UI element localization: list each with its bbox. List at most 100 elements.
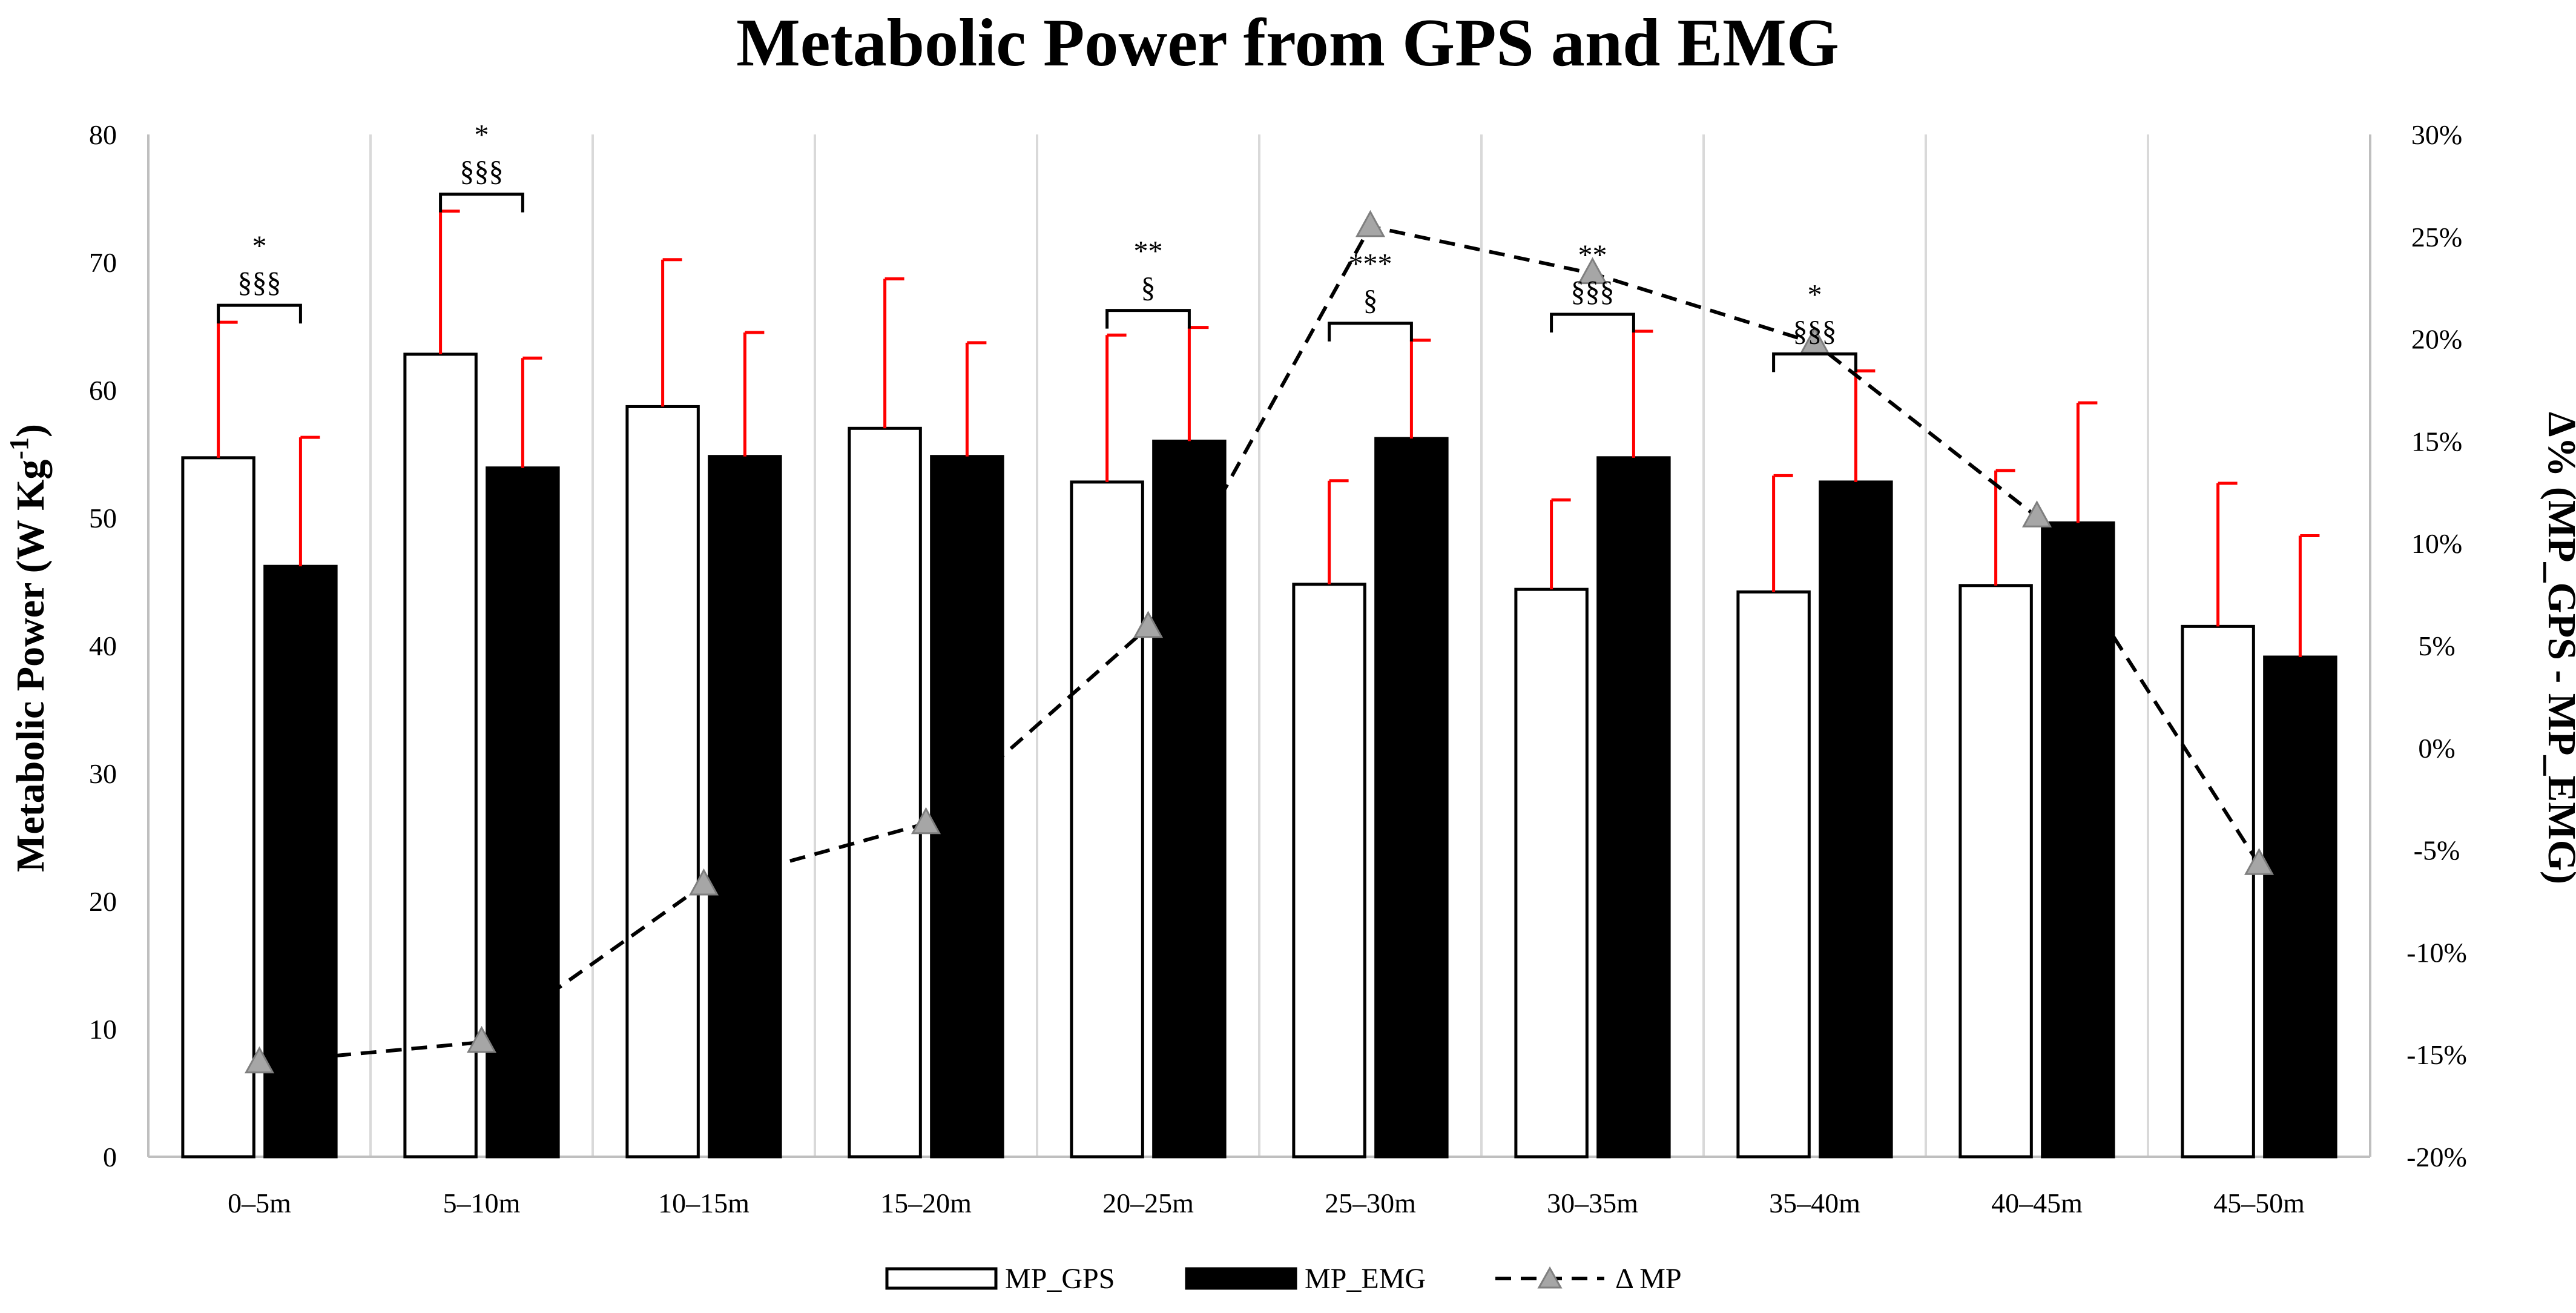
left-axis-ticks: 0 10 20 30 40 50 60 70 80 <box>89 119 117 1172</box>
right-tick-label: -10% <box>2406 937 2467 968</box>
right-tick-label: -15% <box>2406 1039 2467 1070</box>
significance-bracket <box>1328 322 1413 342</box>
left-tick-label: 10 <box>89 1014 117 1045</box>
x-tick-label: 25–30m <box>1325 1188 1416 1219</box>
right-tick-label: 15% <box>2411 426 2462 457</box>
left-tick-label: 80 <box>89 119 117 150</box>
bar-mp-gps <box>2181 624 2255 1159</box>
x-tick-label: 5–10m <box>443 1188 521 1219</box>
bar-mp-gps <box>1292 583 1366 1159</box>
left-tick-label: 30 <box>89 758 117 789</box>
x-tick-label: 40–45m <box>1991 1188 2083 1219</box>
x-tick-label: 35–40m <box>1769 1188 1860 1219</box>
left-tick-label: 0 <box>103 1142 117 1172</box>
bar-mp-emg <box>263 564 338 1159</box>
delta-mp-point <box>2021 500 2052 528</box>
left-axis-title-close: ) <box>8 424 53 437</box>
delta-mp-point <box>466 1025 497 1053</box>
x-axis-ticks: 0–5m 5–10m 10–15m 15–20m 20–25m 25–30m 30–35m 3… <box>228 1188 2305 1219</box>
bar-mp-emg <box>2263 655 2337 1159</box>
right-tick-label: 30% <box>2411 119 2462 150</box>
significance-bracket <box>439 193 524 213</box>
left-axis-title: Metabolic Power (W Kg-1) <box>4 424 53 872</box>
right-tick-label: 25% <box>2411 222 2462 253</box>
x-tick-label: 20–25m <box>1102 1188 1194 1219</box>
significance-label: § <box>1363 285 1378 317</box>
left-tick-label: 20 <box>89 886 117 917</box>
legend-swatch-gps <box>885 1267 998 1290</box>
right-tick-label: 10% <box>2411 528 2462 559</box>
left-tick-label: 40 <box>89 630 117 661</box>
legend-label-emg: MP_EMG <box>1305 1263 1426 1295</box>
bar-mp-emg <box>486 466 560 1159</box>
significance-bracket <box>1105 309 1191 329</box>
delta-mp-point <box>1133 610 1164 638</box>
gridlines <box>369 134 2149 1157</box>
right-tick-label: -20% <box>2406 1142 2467 1172</box>
right-tick-label: 5% <box>2418 630 2455 661</box>
delta-line-series <box>244 210 2275 1074</box>
right-tick-label: 20% <box>2411 324 2462 355</box>
x-tick-label: 0–5m <box>228 1188 291 1219</box>
left-tick-label: 70 <box>89 247 117 278</box>
bar-mp-gps <box>1958 584 2033 1159</box>
bar-mp-emg <box>1374 437 1449 1159</box>
significance-label: * <box>252 230 267 262</box>
significance-label: § <box>1141 272 1156 304</box>
significance-bracket <box>1550 313 1635 332</box>
significance-label: * <box>475 119 489 151</box>
legend-marker-delta-icon <box>1537 1266 1563 1289</box>
legend-label-delta: Δ MP <box>1615 1263 1682 1295</box>
legend-swatch-emg <box>1185 1267 1297 1290</box>
significance-annotations: * §§§ * §§§ ** § *** § ** §§§ * §§§ <box>217 119 1857 372</box>
bar-mp-emg <box>930 455 1004 1159</box>
x-tick-label: 30–35m <box>1547 1188 1638 1219</box>
delta-mp-point <box>911 807 941 835</box>
significance-label: ** <box>1134 236 1163 268</box>
legend: MP_GPS MP_EMG Δ MP <box>885 1263 1682 1295</box>
right-axis-title: Δ% (MP_GPS - MP_EMG) <box>2540 412 2576 884</box>
delta-mp-point <box>2244 848 2275 875</box>
left-axis-title-main: Metabolic Power (W Kg <box>8 460 53 872</box>
left-tick-label: 60 <box>89 375 117 406</box>
delta-mp-point <box>244 1046 275 1074</box>
delta-mp-point <box>1355 210 1386 237</box>
bar-mp-gps <box>625 405 700 1159</box>
significance-label: §§§ <box>460 156 504 188</box>
right-tick-label: -5% <box>2414 835 2460 866</box>
significance-label: §§§ <box>1793 315 1837 347</box>
bars <box>181 352 2337 1159</box>
delta-mp-line <box>259 224 2261 1065</box>
bar-mp-gps <box>1514 587 1589 1159</box>
bar-mp-gps <box>1736 590 1811 1159</box>
bar-mp-gps <box>848 426 922 1159</box>
significance-label: ** <box>1578 239 1607 271</box>
significance-label: §§§ <box>1571 276 1615 308</box>
bar-mp-emg <box>708 455 782 1159</box>
delta-mp-point <box>1577 257 1608 285</box>
significance-label: * <box>1808 279 1822 311</box>
right-tick-label: 0% <box>2418 733 2455 764</box>
bar-mp-emg <box>1596 456 1671 1159</box>
x-tick-label: 10–15m <box>658 1188 749 1219</box>
x-tick-label: 15–20m <box>880 1188 972 1219</box>
significance-bracket <box>1772 352 1857 372</box>
left-tick-label: 50 <box>89 503 117 534</box>
bar-mp-emg <box>2041 521 2115 1159</box>
legend-label-gps: MP_GPS <box>1005 1263 1115 1295</box>
bar-mp-gps <box>181 456 255 1159</box>
bar-mp-emg <box>1152 439 1227 1159</box>
bar-mp-gps <box>1070 480 1144 1159</box>
bar-mp-emg <box>1819 480 1893 1159</box>
significance-label: §§§ <box>238 266 282 299</box>
delta-mp-point <box>688 868 719 896</box>
right-axis-ticks: -20% -15% -10% -5% 0% 5% 10% 15% 20% 25% 30% <box>2406 119 2467 1172</box>
x-tick-label: 45–50m <box>2213 1188 2305 1219</box>
left-axis-title-sup: -1 <box>4 437 34 460</box>
significance-label: *** <box>1349 248 1392 280</box>
chart-title: Metabolic Power from GPS and EMG <box>736 5 1839 81</box>
bar-mp-gps <box>403 352 478 1159</box>
significance-bracket <box>217 303 302 324</box>
error-bars <box>217 210 2320 657</box>
